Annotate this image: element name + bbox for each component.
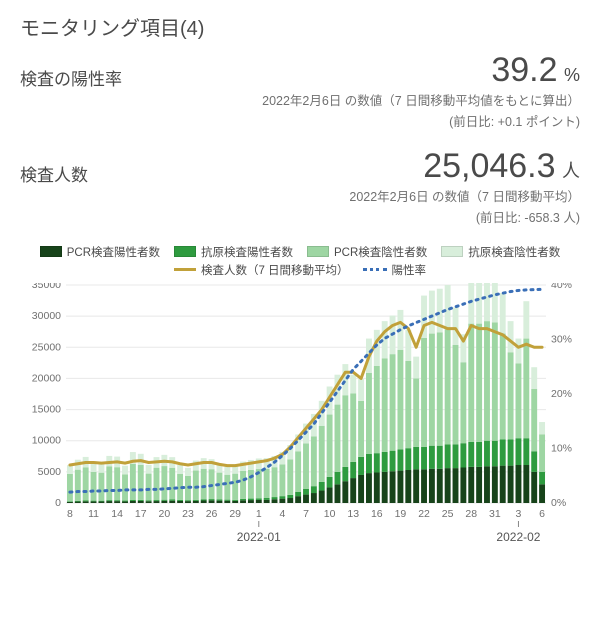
legend-label: 検査人数（7 日間移動平均） xyxy=(201,262,349,278)
svg-text:10000: 10000 xyxy=(32,434,61,446)
svg-text:40%: 40% xyxy=(551,283,572,291)
legend-item: PCR検査陽性者数 xyxy=(40,244,160,260)
svg-text:20%: 20% xyxy=(551,388,572,400)
legend-item: PCR検査陰性者数 xyxy=(307,244,427,260)
tests-sub1: 2022年2月6日 の数値（7 日間移動平均） xyxy=(20,188,580,207)
metric-tests: 検査人数 25,046.3 人 2022年2月6日 の数値（7 日間移動平均） … xyxy=(20,147,580,229)
svg-text:11: 11 xyxy=(88,508,99,520)
legend-label: PCR検査陽性者数 xyxy=(67,244,160,260)
svg-text:10: 10 xyxy=(324,508,336,520)
tests-unit: 人 xyxy=(562,161,580,181)
chart-svg: 0 5000 10000 15000 20000 25000 30000 35000 0% 10%… xyxy=(24,283,584,551)
svg-text:4: 4 xyxy=(279,508,285,520)
svg-text:0%: 0% xyxy=(551,497,566,509)
legend-swatch xyxy=(307,246,329,257)
legend-swatch xyxy=(363,268,387,271)
svg-text:13: 13 xyxy=(347,508,359,520)
svg-text:8: 8 xyxy=(67,508,73,520)
svg-text:20: 20 xyxy=(159,508,171,520)
svg-text:22: 22 xyxy=(418,508,430,520)
svg-text:5000: 5000 xyxy=(38,465,62,477)
svg-text:17: 17 xyxy=(135,508,147,520)
legend-item: 抗原検査陰性者数 xyxy=(441,244,560,260)
metric-positivity: 検査の陽性率 39.2 % 2022年2月6日 の数値（7 日間移動平均値をもと… xyxy=(20,51,580,133)
svg-text:30000: 30000 xyxy=(32,310,61,322)
section-title: モニタリング項目(4) xyxy=(20,12,580,41)
chart-legend: PCR検査陽性者数 抗原検査陽性者数 PCR検査陰性者数 抗原検査陰性者数検査人数（7… xyxy=(20,243,580,283)
legend-swatch xyxy=(40,246,62,257)
svg-text:15000: 15000 xyxy=(32,403,61,415)
tests-value: 25,046.3 xyxy=(423,147,555,185)
svg-text:16: 16 xyxy=(371,508,383,520)
svg-text:2022-02: 2022-02 xyxy=(496,530,540,544)
legend-item: 陽性率 xyxy=(363,262,427,278)
svg-text:30%: 30% xyxy=(551,333,572,345)
legend-label: PCR検査陰性者数 xyxy=(334,244,427,260)
tests-sub2: (前日比: -658.3 人) xyxy=(20,209,580,228)
tests-label: 検査人数 xyxy=(20,161,88,186)
positivity-sub2: (前日比: +0.1 ポイント) xyxy=(20,113,580,132)
legend-item: 検査人数（7 日間移動平均） xyxy=(174,262,349,278)
svg-text:23: 23 xyxy=(182,508,194,520)
svg-text:29: 29 xyxy=(229,508,241,520)
positivity-value: 39.2 xyxy=(491,51,557,89)
svg-text:35000: 35000 xyxy=(32,283,61,291)
svg-text:7: 7 xyxy=(303,508,309,520)
svg-text:25: 25 xyxy=(442,508,454,520)
svg-text:6: 6 xyxy=(539,508,545,520)
svg-text:31: 31 xyxy=(489,508,501,520)
svg-text:10%: 10% xyxy=(551,442,572,454)
svg-text:19: 19 xyxy=(395,508,407,520)
svg-text:26: 26 xyxy=(206,508,218,520)
positivity-unit: % xyxy=(564,65,580,85)
positivity-label: 検査の陽性率 xyxy=(20,65,122,90)
svg-text:3: 3 xyxy=(516,508,522,520)
chart-container: PCR検査陽性者数 抗原検査陽性者数 PCR検査陰性者数 抗原検査陰性者数検査人数（7… xyxy=(20,243,580,553)
legend-swatch xyxy=(174,268,196,271)
svg-text:14: 14 xyxy=(111,508,123,520)
svg-text:2022-01: 2022-01 xyxy=(237,530,281,544)
legend-swatch xyxy=(174,246,196,257)
legend-item: 抗原検査陽性者数 xyxy=(174,244,293,260)
legend-label: 抗原検査陽性者数 xyxy=(201,244,293,260)
svg-text:25000: 25000 xyxy=(32,341,61,353)
positivity-sub1: 2022年2月6日 の数値（7 日間移動平均値をもとに算出） xyxy=(20,92,580,111)
svg-text:0: 0 xyxy=(55,497,61,509)
svg-text:1: 1 xyxy=(256,508,262,520)
svg-text:28: 28 xyxy=(465,508,477,520)
legend-swatch xyxy=(441,246,463,257)
legend-label: 陽性率 xyxy=(392,262,427,278)
chart-area: 0 5000 10000 15000 20000 25000 30000 35000 0% 10%… xyxy=(24,283,576,553)
legend-label: 抗原検査陰性者数 xyxy=(468,244,560,260)
svg-text:20000: 20000 xyxy=(32,372,61,384)
